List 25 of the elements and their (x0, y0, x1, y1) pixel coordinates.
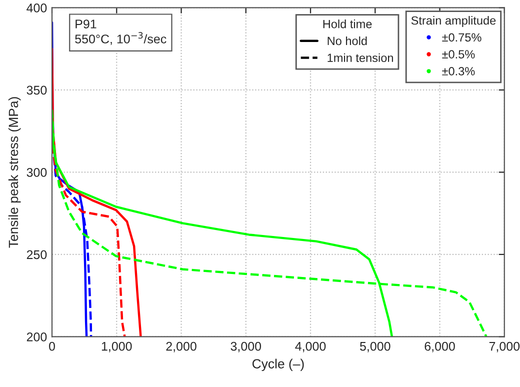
x-tick-label: 1,000 (102, 342, 132, 352)
x-tick-label: 6,000 (424, 342, 455, 352)
legend-label: ±0.75% (442, 33, 482, 42)
text: Hold time (323, 20, 372, 28)
line-series (52, 48, 142, 337)
x-tick-label: 5,000 (360, 342, 390, 352)
line-series (52, 108, 488, 337)
y-tick-label: 400 (26, 4, 47, 12)
y-axis-title: Tensile peak stress (MPa) (8, 97, 21, 248)
x-axis-title: Cycle (–) (252, 358, 304, 372)
y-tick-label: 350 (26, 86, 47, 95)
y-tick-label: 200 (26, 332, 47, 342)
x-tick-label: 7,000 (489, 342, 520, 352)
x-tick-label: 0 (49, 342, 55, 351)
legend-label: ±0.3% (442, 67, 475, 76)
x-tick-label: 3,000 (230, 342, 262, 352)
x-tick-label: 2,000 (166, 342, 196, 352)
legend-label: ±0.5% (442, 50, 475, 58)
x-tick-label: 4,000 (295, 342, 326, 352)
y-tick-label: 250 (26, 250, 47, 260)
legend-label: 1min tension (328, 53, 393, 62)
annotation: P91 550°C, 10$^{−3}$/sec (75, 20, 166, 45)
legend-label: No hold (328, 36, 367, 46)
y-tick-label: 300 (26, 168, 47, 177)
text: Strain amplitude (411, 16, 496, 28)
